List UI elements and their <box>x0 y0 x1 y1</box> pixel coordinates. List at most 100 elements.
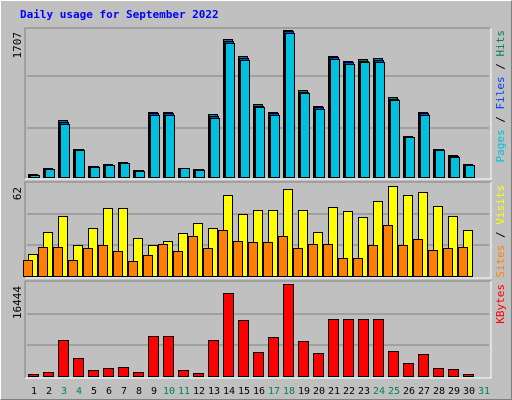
day-label-17: 17 <box>268 386 280 397</box>
bar-sites-day-6 <box>98 245 108 277</box>
legend-entry-hits-4: Hits <box>494 30 507 57</box>
bar-pages-day-6 <box>105 165 115 178</box>
bar-pages-day-19 <box>300 93 310 178</box>
bar-sites-day-15 <box>233 241 243 277</box>
bar-kbytes-day-30 <box>463 374 474 377</box>
bar-sites-day-13 <box>203 248 213 277</box>
bar-kbytes-day-20 <box>313 353 324 377</box>
bar-sites-day-9 <box>143 255 153 277</box>
day-label-24: 24 <box>373 386 385 397</box>
bar-pages-day-14 <box>225 43 235 178</box>
bar-pages-day-1 <box>30 175 40 178</box>
legend-entry-sites-0: Sites <box>494 245 507 278</box>
day-label-31: 31 <box>478 386 490 397</box>
panel-kbytes-light-edge <box>25 281 492 379</box>
bar-pages-day-29 <box>450 157 460 178</box>
scale-max-label-kbytes: 16444 <box>11 286 24 319</box>
legend-entry--1: / <box>494 110 507 130</box>
bar-sites-day-8 <box>128 261 138 277</box>
bar-kbytes-day-4 <box>73 358 84 377</box>
bar-pages-day-16 <box>255 107 265 178</box>
bar-pages-day-28 <box>435 150 445 178</box>
bar-kbytes-day-1 <box>28 374 39 377</box>
day-label-20: 20 <box>313 386 325 397</box>
bar-pages-day-24 <box>375 62 385 178</box>
bar-pages-day-27 <box>420 115 430 178</box>
legend-entry--3: / <box>494 57 507 77</box>
day-label-29: 29 <box>448 386 460 397</box>
legend-entry-kbytes-0: KBytes <box>494 284 507 324</box>
bar-kbytes-day-14 <box>223 293 234 377</box>
legend-entry-pages-0: Pages <box>494 129 507 162</box>
bar-kbytes-day-26 <box>403 363 414 377</box>
bar-sites-day-12 <box>188 236 198 277</box>
bar-sites-day-7 <box>113 251 123 277</box>
bar-sites-day-2 <box>38 247 48 277</box>
day-label-7: 7 <box>121 386 127 397</box>
bar-pages-day-5 <box>90 167 100 178</box>
day-label-3: 3 <box>61 386 67 397</box>
day-label-12: 12 <box>193 386 205 397</box>
bar-sites-day-30 <box>458 247 468 277</box>
day-label-8: 8 <box>136 386 142 397</box>
day-label-14: 14 <box>223 386 235 397</box>
bar-pages-day-20 <box>315 109 325 178</box>
bar-pages-day-25 <box>390 100 400 178</box>
legend-kbytes: KBytes <box>494 284 507 324</box>
bar-pages-day-22 <box>345 64 355 178</box>
day-label-18: 18 <box>283 386 295 397</box>
bar-sites-day-1 <box>23 260 33 277</box>
bar-sites-day-4 <box>68 260 78 277</box>
bar-sites-day-29 <box>443 248 453 277</box>
scale-max-label-visits-sites: 62 <box>11 187 24 200</box>
day-label-19: 19 <box>298 386 310 397</box>
day-label-4: 4 <box>76 386 82 397</box>
bar-pages-day-8 <box>135 171 145 178</box>
bar-pages-day-11 <box>180 168 190 178</box>
bar-kbytes-day-9 <box>148 336 159 377</box>
bar-pages-day-9 <box>150 115 160 178</box>
bar-kbytes-day-21 <box>328 319 339 377</box>
bar-kbytes-day-19 <box>298 341 309 377</box>
panel-visits-sites-light-edge <box>25 182 492 279</box>
legend-hits-files: Pages / Files / Hits <box>494 30 507 163</box>
bar-sites-day-24 <box>368 245 378 277</box>
bar-kbytes-day-24 <box>373 319 384 377</box>
bar-sites-day-18 <box>278 236 288 277</box>
bar-pages-day-3 <box>60 124 70 178</box>
day-label-11: 11 <box>178 386 190 397</box>
bar-kbytes-day-23 <box>358 319 369 377</box>
bar-pages-day-18 <box>285 33 295 178</box>
bar-sites-day-23 <box>353 258 363 277</box>
scale-max-label-hits-files: 1707 <box>11 32 24 59</box>
bar-sites-day-28 <box>428 250 438 277</box>
day-label-10: 10 <box>163 386 175 397</box>
bar-sites-day-27 <box>413 239 423 277</box>
day-label-22: 22 <box>343 386 355 397</box>
bar-sites-day-20 <box>308 244 318 277</box>
bar-kbytes-day-6 <box>103 368 114 377</box>
bar-sites-day-3 <box>53 247 63 277</box>
bar-kbytes-day-10 <box>163 336 174 377</box>
day-label-13: 13 <box>208 386 220 397</box>
day-label-26: 26 <box>403 386 415 397</box>
legend-entry-files-2: Files <box>494 76 507 109</box>
day-label-28: 28 <box>433 386 445 397</box>
day-label-25: 25 <box>388 386 400 397</box>
bar-pages-day-2 <box>45 169 55 178</box>
day-label-9: 9 <box>151 386 157 397</box>
day-label-16: 16 <box>253 386 265 397</box>
bar-sites-day-25 <box>383 225 393 277</box>
bar-pages-day-7 <box>120 163 130 178</box>
bar-kbytes-day-18 <box>283 284 294 377</box>
bar-kbytes-day-29 <box>448 369 459 377</box>
bar-kbytes-day-8 <box>133 372 144 377</box>
bar-kbytes-day-22 <box>343 319 354 377</box>
bar-pages-day-21 <box>330 59 340 178</box>
bar-pages-day-13 <box>210 118 220 178</box>
chart-title: Daily usage for September 2022 <box>20 8 219 21</box>
panel-hits-files-shadow-edge <box>24 27 491 179</box>
bar-sites-day-21 <box>323 244 333 277</box>
